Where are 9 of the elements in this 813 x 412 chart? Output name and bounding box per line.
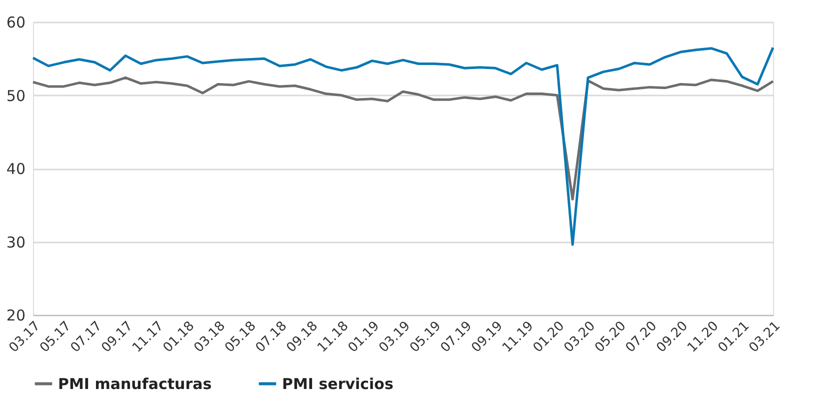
y-tick-label: 40 <box>6 160 26 178</box>
y-tick-label: 60 <box>6 14 26 32</box>
legend-label: PMI servicios <box>282 374 394 393</box>
legend-label: PMI manufacturas <box>58 374 212 393</box>
line-series <box>32 76 774 201</box>
y-tick-label: 30 <box>6 233 26 252</box>
line-series <box>32 46 774 246</box>
y-tick-label: 50 <box>6 86 26 105</box>
y-tick-label: 20 <box>6 306 26 324</box>
